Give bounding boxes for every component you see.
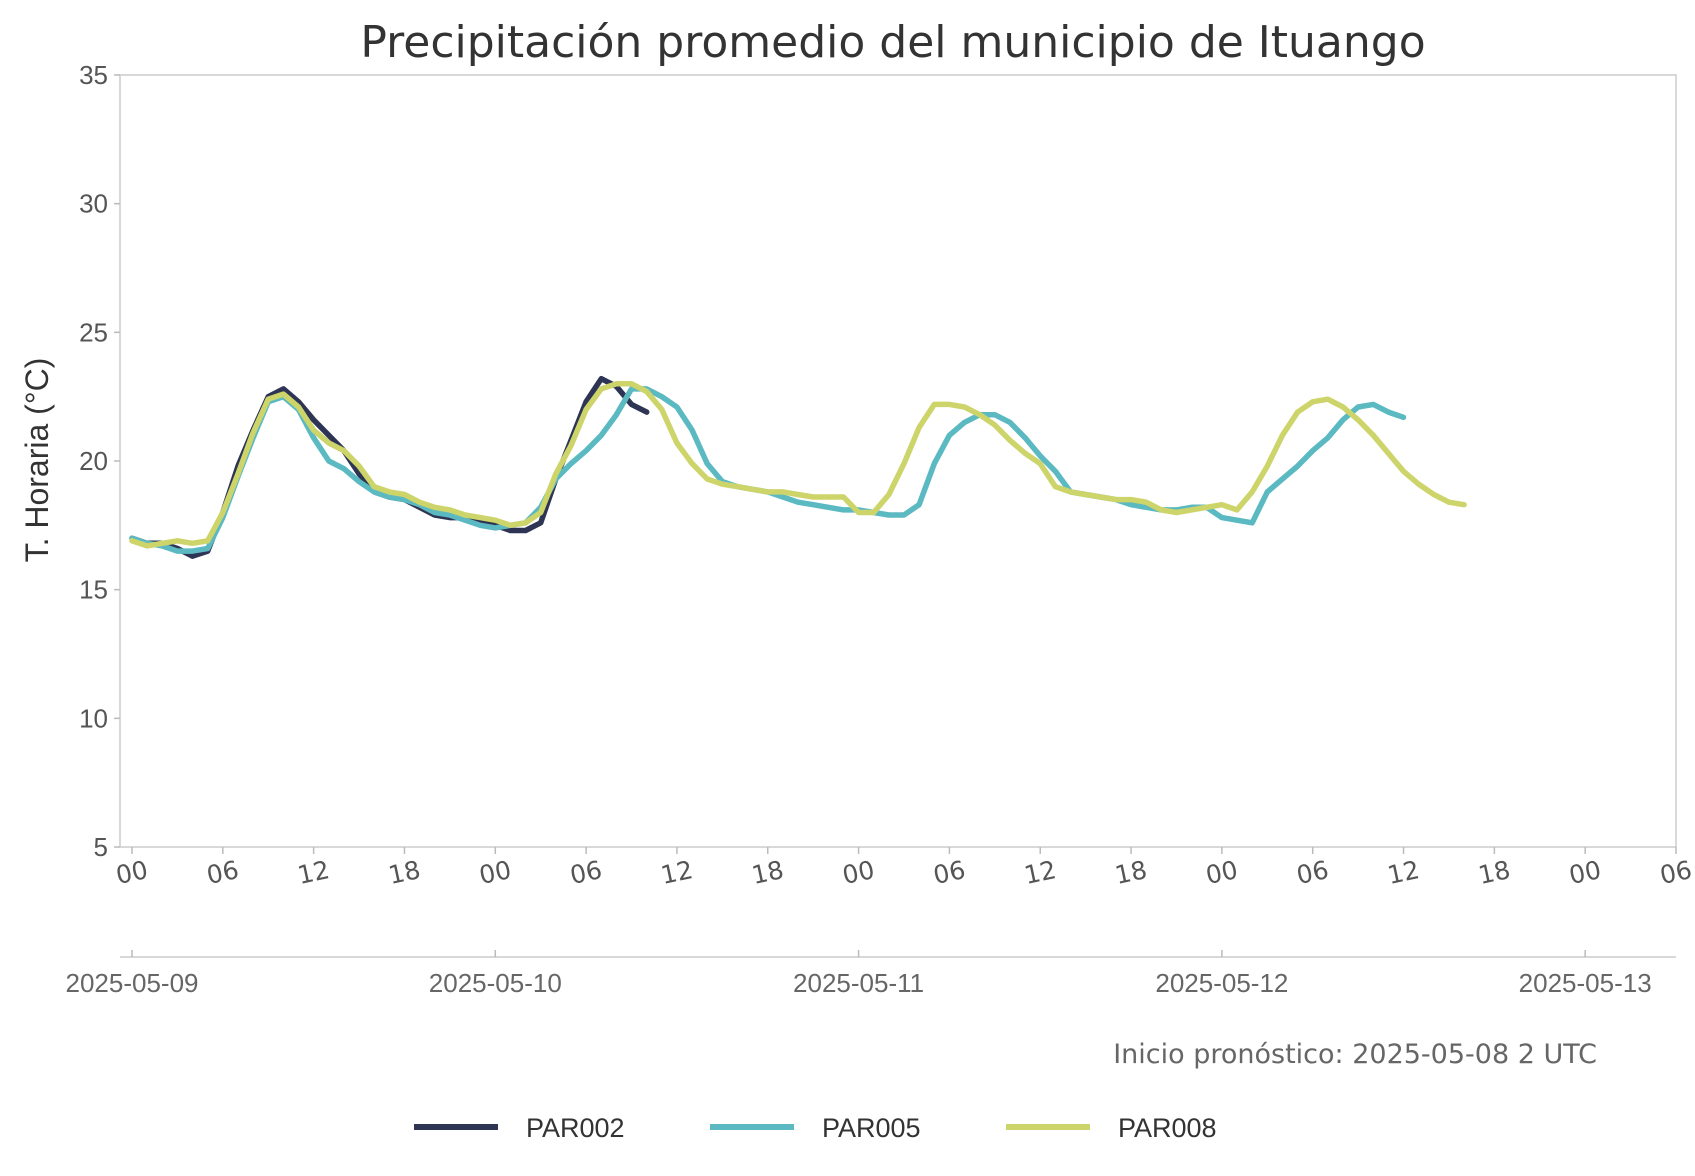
x-tick-label: 00 [1203, 855, 1240, 890]
x-tick-label: 06 [567, 855, 604, 890]
x-tick-label: 12 [658, 855, 695, 890]
date-tick-label: 2025-05-10 [429, 968, 562, 998]
y-axis-label: T. Horaria (°C) [19, 358, 55, 563]
x-tick-label: 00 [1566, 855, 1603, 890]
y-tick-label: 25 [79, 317, 108, 347]
x-tick-label: 00 [840, 855, 877, 890]
x-tick-label: 06 [931, 855, 968, 890]
forecast-start-note: Inicio pronóstico: 2025-05-08 2 UTC [1113, 1039, 1597, 1070]
x-tick-label: 18 [386, 855, 423, 890]
x-axis-hours: 00 06 12 18 00 06 12 18 00 06 12 18 00 06 12 18 00 06 [113, 847, 1694, 890]
series-lines [129, 375, 1467, 559]
date-tick-label: 2025-05-13 [1519, 968, 1652, 998]
x-tick-label: 06 [1657, 855, 1694, 890]
x-tick-label: 18 [1476, 855, 1513, 890]
x-tick-label: 06 [204, 855, 241, 890]
y-tick-label: 10 [79, 703, 108, 733]
y-axis: 5 10 15 20 25 30 35 [79, 60, 120, 862]
x-tick-label: 12 [1385, 855, 1422, 890]
x-tick-label: 12 [1022, 855, 1059, 890]
y-tick-label: 35 [79, 60, 108, 90]
y-tick-label: 30 [79, 189, 108, 219]
date-tick-label: 2025-05-12 [1155, 968, 1288, 998]
date-tick-label: 2025-05-11 [793, 968, 924, 998]
legend-label-par008: PAR008 [1118, 1113, 1217, 1143]
series-line-par005 [129, 386, 1407, 554]
x-axis-dates: 2025-05-09 2025-05-10 2025-05-11 2025-05-12… [66, 950, 1652, 998]
y-tick-label: 15 [79, 575, 108, 605]
legend: PAR002 PAR005 PAR008 [414, 1113, 1217, 1143]
x-tick-label: 00 [477, 855, 514, 890]
x-tick-label: 12 [295, 855, 332, 890]
legend-label-par005: PAR005 [822, 1113, 921, 1143]
chart-title: Precipitación promedio del municipio de … [360, 17, 1425, 68]
series-line-par008 [129, 381, 1467, 549]
date-tick-label: 2025-05-09 [66, 968, 199, 998]
y-tick-label: 20 [79, 446, 108, 476]
legend-label-par002: PAR002 [526, 1113, 625, 1143]
x-tick-label: 18 [749, 855, 786, 890]
x-tick-label: 18 [1112, 855, 1149, 890]
x-tick-label: 00 [113, 855, 150, 890]
x-tick-label: 06 [1294, 855, 1331, 890]
y-tick-label: 5 [94, 832, 108, 862]
